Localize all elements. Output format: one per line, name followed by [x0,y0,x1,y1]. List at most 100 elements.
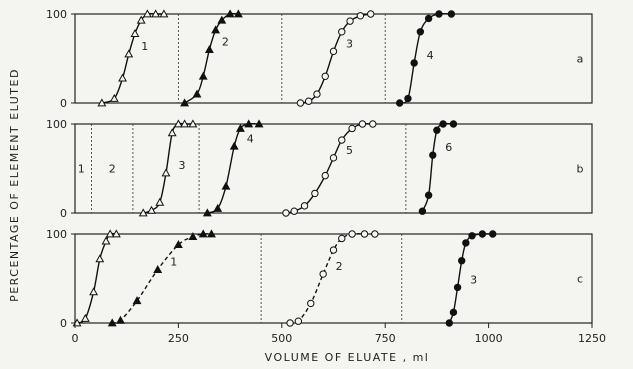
data-point [138,208,148,217]
x-tick-label: 1000 [475,332,503,345]
data-point [116,315,125,324]
data-point [105,229,115,238]
series-c-unlabeled [72,229,121,327]
data-point [358,120,367,128]
data-point [132,296,142,305]
panel-frame [74,233,593,324]
data-point [424,14,433,23]
panel-letter: b [577,163,584,176]
data-point [286,319,294,327]
series-b-6: 6 [418,120,458,215]
data-point [435,10,443,18]
series-c-1: 1 [107,229,216,327]
x-tick-label: 500 [271,332,292,345]
data-point [338,136,346,144]
data-point [180,98,190,107]
data-point [217,15,227,24]
series-a-2: 2 [180,9,243,107]
series-line [184,12,239,104]
series-label: 1 [141,40,148,53]
panel-b: 0 100 b 1 2 3 4 5 6 [46,118,593,220]
series-label: 4 [247,132,254,145]
series-line [285,122,373,214]
data-point [300,202,309,210]
series-c-3: 3 [445,230,497,327]
region-label: 1 [78,163,85,176]
data-point [173,119,183,128]
data-point [416,28,425,36]
data-point [319,270,327,278]
series-label: 6 [445,141,452,154]
y-tick-label: 100 [46,118,67,131]
data-point [153,264,163,273]
data-point [202,208,212,217]
data-point [225,9,235,18]
series-label: 4 [427,49,434,62]
data-point [155,197,165,206]
data-point [188,232,198,241]
series-line [112,233,212,324]
y-tick-label: 100 [46,8,67,21]
panel-frame [74,123,593,214]
series-c-2: 2 [286,230,379,327]
data-point [213,203,223,212]
data-point [159,9,169,18]
panels-group: 0 100 a 1 2 3 4 0 100 b 1 2 3 4 5 6 0 100 c 1 2 3 [46,8,593,330]
data-point [346,17,354,25]
data-point [233,9,243,18]
y-tick-label: 100 [46,228,67,241]
panel-letter: c [577,273,583,286]
series-label: 5 [346,144,353,157]
data-point [468,232,476,240]
data-point [367,10,375,18]
data-point [173,240,183,249]
panel-letter: a [577,53,584,66]
data-point [198,229,208,238]
data-point [244,119,254,128]
data-point [338,234,346,243]
data-point [296,99,305,107]
data-point [489,230,497,238]
data-point [449,308,458,317]
series-b-5: 5 [282,120,377,217]
data-point [329,47,338,56]
data-point [439,120,447,128]
data-point [161,168,171,177]
axes-group: PERCENTAGE OF ELEMENT ELUTED VOLUME OF E… [8,68,606,364]
data-point [429,151,437,159]
series-label: 3 [470,273,477,286]
data-point [449,120,458,128]
data-point [445,319,454,327]
data-point [198,71,208,80]
data-point [304,97,313,105]
data-point [188,119,198,128]
series-line [101,12,164,104]
data-point [80,313,90,322]
data-point [192,89,202,98]
series-b-3: 3 [138,119,198,217]
series-label: 3 [178,159,185,172]
data-point [204,44,214,53]
data-point [109,93,119,102]
data-point [89,287,99,296]
data-point [124,49,134,58]
data-point [136,15,146,24]
data-point [207,229,216,238]
data-point [424,191,433,199]
series-label: 1 [170,256,177,269]
panel-c: 0 100 c 1 2 3 [46,228,593,330]
data-point [211,25,221,34]
y-axis-label: PERCENTAGE OF ELEMENT ELUTED [8,68,21,302]
data-point [321,171,329,180]
data-point [360,230,369,238]
data-point [447,10,456,18]
series-line [300,13,371,104]
data-point [147,205,156,214]
data-point [478,230,487,238]
data-point [313,90,321,98]
data-point [151,9,161,18]
data-point [395,99,404,107]
series-a-4: 4 [395,10,456,107]
x-tick-label: 250 [168,332,189,345]
data-point [221,181,231,190]
